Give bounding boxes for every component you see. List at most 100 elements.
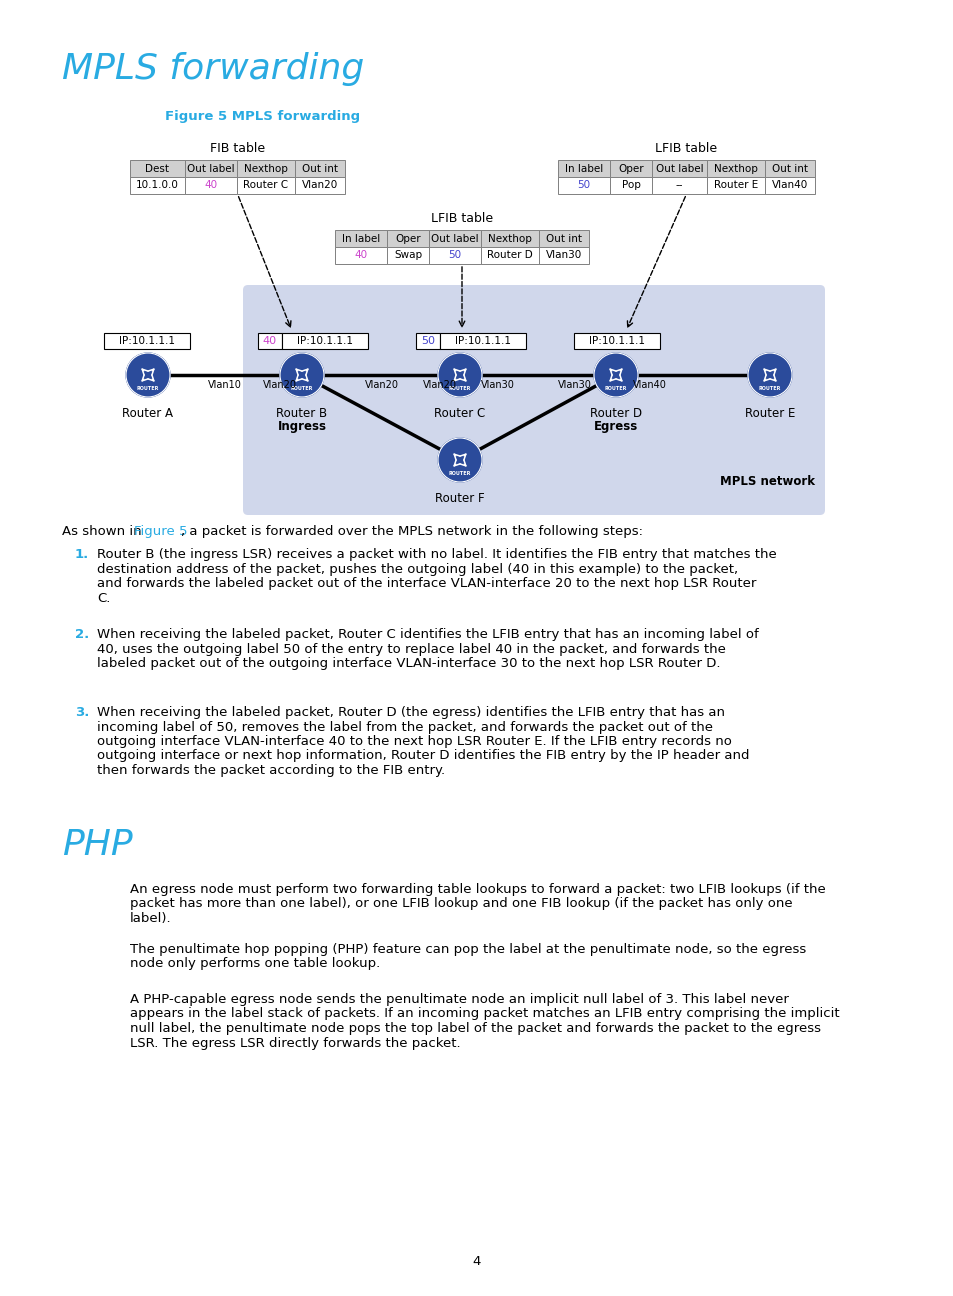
FancyBboxPatch shape [439, 333, 525, 349]
Text: 50: 50 [577, 180, 590, 191]
Text: Figure 5 MPLS forwarding: Figure 5 MPLS forwarding [165, 110, 359, 123]
Text: 2.: 2. [75, 629, 90, 642]
FancyBboxPatch shape [538, 229, 588, 248]
Text: Vlan40: Vlan40 [771, 180, 807, 191]
Text: Oper: Oper [618, 163, 643, 174]
Text: 40: 40 [263, 336, 276, 346]
Text: --: -- [675, 180, 682, 191]
Text: Router F: Router F [435, 492, 484, 505]
Text: 10.1.0.0: 10.1.0.0 [136, 180, 179, 191]
Text: Vlan30: Vlan30 [558, 380, 591, 390]
FancyBboxPatch shape [558, 159, 609, 178]
Text: ROUTER: ROUTER [604, 386, 626, 391]
Text: As shown in: As shown in [62, 525, 146, 538]
Text: Out int: Out int [545, 233, 581, 244]
FancyBboxPatch shape [706, 159, 764, 178]
Text: ROUTER: ROUTER [448, 386, 471, 391]
Text: Nexthop: Nexthop [488, 233, 532, 244]
Text: Pop: Pop [621, 180, 639, 191]
Text: 50: 50 [448, 250, 461, 260]
Text: Vlan40: Vlan40 [633, 380, 666, 390]
Text: then forwards the packet according to the FIB entry.: then forwards the packet according to th… [97, 765, 445, 778]
Text: IP:10.1.1.1: IP:10.1.1.1 [296, 336, 353, 346]
FancyBboxPatch shape [480, 229, 538, 248]
Text: In label: In label [341, 233, 379, 244]
Text: 4: 4 [473, 1255, 480, 1267]
FancyBboxPatch shape [185, 159, 236, 178]
Text: labeled packet out of the outgoing interface VLAN-interface 30 to the next hop L: labeled packet out of the outgoing inter… [97, 657, 720, 670]
Text: and forwards the labeled packet out of the interface VLAN-interface 20 to the ne: and forwards the labeled packet out of t… [97, 577, 756, 590]
Text: Swap: Swap [394, 250, 421, 260]
Text: Router C: Router C [243, 180, 288, 191]
FancyBboxPatch shape [257, 333, 282, 349]
FancyBboxPatch shape [429, 229, 480, 248]
Text: Vlan10: Vlan10 [208, 380, 242, 390]
Text: Vlan30: Vlan30 [480, 380, 515, 390]
Text: 40, uses the outgoing label 50 of the entry to replace label 40 in the packet, a: 40, uses the outgoing label 50 of the en… [97, 643, 725, 656]
Text: label).: label). [130, 912, 172, 925]
Text: Nexthop: Nexthop [713, 163, 757, 174]
FancyBboxPatch shape [609, 178, 651, 194]
Text: Out label: Out label [431, 233, 478, 244]
FancyBboxPatch shape [651, 159, 706, 178]
Text: Ingress: Ingress [277, 420, 326, 433]
Text: Egress: Egress [594, 420, 638, 433]
Text: PHP: PHP [62, 828, 132, 862]
FancyBboxPatch shape [130, 159, 185, 178]
FancyBboxPatch shape [282, 333, 368, 349]
FancyBboxPatch shape [185, 178, 236, 194]
Text: 3.: 3. [75, 706, 90, 719]
Text: Router B: Router B [276, 407, 327, 420]
Text: IP:10.1.1.1: IP:10.1.1.1 [119, 336, 174, 346]
Text: Router B (the ingress LSR) receives a packet with no label. It identifies the FI: Router B (the ingress LSR) receives a pa… [97, 548, 776, 561]
Text: Router E: Router E [713, 180, 758, 191]
Text: Vlan30: Vlan30 [545, 250, 581, 260]
FancyBboxPatch shape [243, 285, 824, 515]
FancyBboxPatch shape [335, 229, 387, 248]
FancyBboxPatch shape [236, 159, 294, 178]
Text: , a packet is forwarded over the MPLS network in the following steps:: , a packet is forwarded over the MPLS ne… [181, 525, 642, 538]
FancyBboxPatch shape [764, 159, 814, 178]
Text: IP:10.1.1.1: IP:10.1.1.1 [588, 336, 644, 346]
Text: outgoing interface VLAN-interface 40 to the next hop LSR Router E. If the LFIB e: outgoing interface VLAN-interface 40 to … [97, 735, 731, 748]
FancyBboxPatch shape [387, 229, 429, 248]
Text: Out int: Out int [771, 163, 807, 174]
FancyBboxPatch shape [706, 178, 764, 194]
Text: C.: C. [97, 591, 111, 604]
FancyBboxPatch shape [130, 178, 185, 194]
Text: LSR. The egress LSR directly forwards the packet.: LSR. The egress LSR directly forwards th… [130, 1037, 460, 1050]
Text: Router C: Router C [434, 407, 485, 420]
Circle shape [126, 353, 170, 397]
FancyBboxPatch shape [387, 248, 429, 264]
Text: Vlan20: Vlan20 [263, 380, 296, 390]
Text: Vlan20: Vlan20 [301, 180, 337, 191]
Text: ROUTER: ROUTER [291, 386, 313, 391]
FancyBboxPatch shape [104, 333, 190, 349]
Circle shape [437, 438, 481, 482]
FancyBboxPatch shape [236, 178, 294, 194]
Text: LFIB table: LFIB table [431, 213, 493, 226]
FancyBboxPatch shape [651, 178, 706, 194]
Text: IP:10.1.1.1: IP:10.1.1.1 [455, 336, 511, 346]
FancyBboxPatch shape [558, 178, 609, 194]
Text: 1.: 1. [75, 548, 90, 561]
Text: destination address of the packet, pushes the outgoing label (40 in this example: destination address of the packet, pushe… [97, 562, 738, 575]
FancyBboxPatch shape [416, 333, 439, 349]
Text: appears in the label stack of packets. If an incoming packet matches an LFIB ent: appears in the label stack of packets. I… [130, 1007, 839, 1020]
Text: null label, the penultimate node pops the top label of the packet and forwards t: null label, the penultimate node pops th… [130, 1023, 821, 1036]
Text: Router D: Router D [589, 407, 641, 420]
Circle shape [594, 353, 638, 397]
Text: In label: In label [564, 163, 602, 174]
Text: Router E: Router E [744, 407, 795, 420]
Text: Nexthop: Nexthop [244, 163, 288, 174]
FancyBboxPatch shape [538, 248, 588, 264]
Text: LFIB table: LFIB table [655, 143, 717, 156]
Text: Dest: Dest [146, 163, 170, 174]
Text: Vlan20: Vlan20 [422, 380, 456, 390]
Text: Out label: Out label [187, 163, 234, 174]
Text: Vlan20: Vlan20 [365, 380, 398, 390]
Text: 50: 50 [420, 336, 435, 346]
FancyBboxPatch shape [764, 178, 814, 194]
Text: node only performs one table lookup.: node only performs one table lookup. [130, 958, 380, 971]
FancyBboxPatch shape [609, 159, 651, 178]
